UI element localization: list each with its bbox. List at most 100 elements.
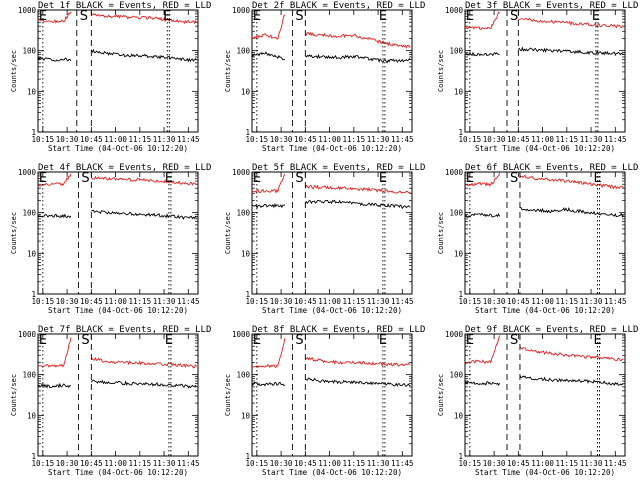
x-axis-label: Start Time (04-Oct-06 10:12:20): [262, 306, 402, 315]
y-tick-label: 1000: [18, 168, 37, 177]
x-tick-label: 11:30: [580, 459, 603, 468]
series-group: [38, 11, 197, 63]
x-tick-label: 10:15: [459, 459, 482, 468]
plot-frame: [251, 171, 413, 295]
y-tick-label: 100: [449, 47, 463, 56]
x-tick-label: 11:15: [129, 459, 152, 468]
series-group: [38, 173, 197, 221]
y-axis-label: Counts/sec: [437, 50, 445, 92]
y-tick-label: 100: [236, 371, 250, 380]
x-tick-label: 11:15: [556, 297, 579, 306]
y-tick-label: 1000: [445, 168, 464, 177]
event-marker-label: E: [594, 333, 602, 348]
x-tick-label: 10:30: [56, 135, 79, 144]
event-marker-label: E: [39, 9, 47, 24]
x-tick-label: 11:15: [343, 297, 366, 306]
x-tick-label: 11:00: [531, 135, 554, 144]
event-marker-label: S: [510, 333, 518, 348]
x-tick-label: 11:30: [153, 297, 176, 306]
series-line-events: [465, 206, 624, 218]
series-line-events: [38, 48, 197, 63]
series-line-lld: [465, 335, 624, 365]
plot-frame: [251, 333, 413, 457]
chart-title: Det 8f BLACK = Events, RED = LLD: [252, 325, 425, 335]
event-marker-label: S: [295, 9, 303, 24]
series-line-lld: [38, 337, 197, 369]
x-tick-label: 11:15: [129, 135, 152, 144]
x-tick-label: 11:00: [531, 459, 554, 468]
series-group: [38, 337, 197, 389]
x-tick-label: 10:45: [80, 135, 103, 144]
event-marker-label: E: [379, 9, 387, 24]
x-tick-label: 10:45: [294, 297, 317, 306]
chart-title: Det 9f BLACK = Events, RED = LLD: [465, 325, 638, 335]
plot-frame: [464, 333, 626, 457]
x-tick-label: 10:30: [483, 459, 506, 468]
x-tick-label: 10:30: [270, 135, 293, 144]
x-tick-label: 11:45: [177, 135, 200, 144]
y-tick-label: 1: [31, 128, 36, 137]
y-tick-label: 10: [241, 249, 251, 258]
x-tick-label: 11:45: [177, 459, 200, 468]
event-marker-label: E: [466, 333, 474, 348]
x-tick-label: 11:30: [367, 297, 390, 306]
x-axis-label: Start Time (04-Oct-06 10:12:20): [48, 306, 188, 315]
y-tick-label: 10: [27, 411, 37, 420]
x-tick-label: 11:00: [104, 135, 127, 144]
y-tick-label: 1000: [232, 168, 251, 177]
chart-title: Det 2f BLACK = Events, RED = LLD: [252, 1, 425, 11]
x-tick-label: 11:00: [104, 459, 127, 468]
series-line-lld: [465, 172, 624, 190]
x-axis-label: Start Time (04-Oct-06 10:12:20): [475, 144, 615, 153]
x-tick-label: 10:15: [32, 297, 55, 306]
x-tick-label: 11:45: [604, 135, 627, 144]
event-marker-label: E: [39, 171, 47, 186]
chart-panel-det-6f: Det 6f BLACK = Events, RED = LLD 1 10 100 10…: [437, 163, 638, 315]
x-tick-label: 10:45: [80, 459, 103, 468]
event-marker-label: S: [80, 9, 88, 24]
y-tick-label: 1: [31, 290, 36, 299]
x-tick-label: 11:45: [391, 135, 414, 144]
chart-panel-det-5f: Det 5f BLACK = Events, RED = LLD 1 10 100 10…: [224, 163, 425, 315]
event-marker-label: E: [253, 9, 261, 24]
y-tick-label: 1: [458, 128, 463, 137]
chart-panel-det-4f: Det 4f BLACK = Events, RED = LLD 1 10 100 10…: [10, 163, 211, 315]
y-tick-label: 100: [22, 47, 36, 56]
x-tick-label: 11:30: [367, 135, 390, 144]
chart-title: Det 3f BLACK = Events, RED = LLD: [465, 1, 638, 11]
event-marker-label: E: [165, 333, 173, 348]
chart-title: Det 4f BLACK = Events, RED = LLD: [38, 163, 211, 173]
chart-title: Det 5f BLACK = Events, RED = LLD: [252, 163, 425, 173]
chart-panel-det-1f: Det 1f BLACK = Events, RED = LLD 1 10 100 10…: [10, 1, 211, 153]
series-line-lld: [252, 338, 411, 369]
y-tick-label: 1000: [18, 6, 37, 15]
x-axis-label: Start Time (04-Oct-06 10:12:20): [48, 468, 188, 477]
event-marker-label: S: [81, 333, 89, 348]
series-group: [252, 173, 411, 210]
y-axis-label: Counts/sec: [224, 50, 232, 92]
x-tick-label: 10:15: [459, 135, 482, 144]
plot-frame: [464, 9, 626, 133]
x-tick-label: 10:45: [507, 459, 530, 468]
x-tick-label: 10:45: [294, 459, 317, 468]
x-tick-label: 10:30: [270, 297, 293, 306]
series-line-events: [252, 51, 411, 64]
x-axis-label: Start Time (04-Oct-06 10:12:20): [475, 306, 615, 315]
chart-panel-det-7f: Det 7f BLACK = Events, RED = LLD 1 10 100 10…: [10, 325, 211, 477]
event-marker-label: S: [295, 171, 303, 186]
y-axis-label: Counts/sec: [437, 374, 445, 416]
y-tick-label: 1000: [232, 330, 251, 339]
x-tick-label: 11:00: [104, 297, 127, 306]
x-tick-label: 11:00: [318, 297, 341, 306]
series-group: [252, 14, 411, 64]
x-tick-label: 11:30: [153, 459, 176, 468]
chart-title: Det 6f BLACK = Events, RED = LLD: [465, 163, 638, 173]
y-tick-label: 100: [449, 209, 463, 218]
y-tick-label: 1: [458, 290, 463, 299]
y-tick-label: 10: [454, 249, 464, 258]
series-line-events: [38, 209, 197, 221]
plot-frame: [37, 9, 199, 133]
x-tick-label: 11:30: [580, 135, 603, 144]
x-tick-label: 10:30: [483, 135, 506, 144]
